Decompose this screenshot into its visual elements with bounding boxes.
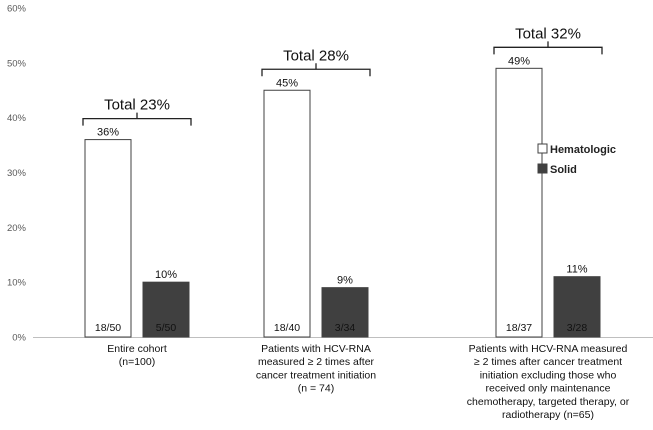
y-tick-label: 10%: [7, 278, 27, 289]
bar-solid: [142, 281, 190, 338]
x-category-label-line: (n = 74): [298, 383, 334, 395]
legend: Hematologic Solid: [537, 143, 616, 176]
y-tick-label: 20%: [7, 223, 27, 234]
bar-count-label: 3/28: [567, 322, 588, 334]
x-category-label-line: chemotherapy, targeted therapy, or: [467, 396, 630, 408]
y-tick-label: 50%: [7, 58, 27, 69]
x-category-label-line: measured ≥ 2 times after: [258, 356, 375, 368]
total-label: Total 28%: [283, 47, 349, 64]
bar-count-label: 5/50: [156, 322, 177, 334]
x-category-label-line: received only maintenance: [486, 383, 611, 395]
legend-label-solid: Solid: [550, 164, 577, 176]
bar-solid: [553, 276, 601, 338]
bar-count-label: 18/40: [274, 322, 300, 334]
x-category-label-line: ≥ 2 times after cancer treatment: [474, 356, 622, 368]
total-bracket: [82, 112, 192, 126]
y-tick-label: 60%: [7, 4, 27, 15]
x-category-label-line: (n=100): [119, 356, 155, 368]
data-label: 9%: [337, 275, 353, 287]
data-label: 36%: [97, 127, 119, 139]
x-category-label-line: Entire cohort: [107, 343, 167, 355]
bar-solid: [321, 287, 369, 338]
bar-count-label: 18/37: [506, 322, 532, 334]
data-label: 10%: [155, 269, 177, 281]
total-label: Total 23%: [104, 97, 170, 114]
x-category-label: Entire cohort (n=100): [107, 343, 167, 368]
x-category-label: Patients with HCV-RNA measured ≥ 2 times …: [256, 343, 376, 395]
data-label: 45%: [276, 77, 298, 89]
legend-swatch-hematologic: [537, 143, 548, 154]
data-label: 11%: [566, 264, 587, 276]
labels-layer: 36% 18/50 10% 5/50 Total 23% Entire cohort (n=…: [82, 25, 630, 421]
total-bracket: [493, 41, 603, 55]
y-tick-label: 0%: [12, 333, 26, 344]
y-tick-label: 40%: [7, 113, 27, 124]
bar-count-label: 3/34: [335, 322, 356, 334]
x-category-label: Patients with HCV-RNA measured ≥ 2 times …: [467, 343, 630, 421]
bars-layer: [84, 67, 601, 338]
x-category-label-line: Patients with HCV-RNA: [261, 343, 371, 355]
total-bracket: [261, 63, 371, 77]
bar-count-label: 18/50: [95, 322, 121, 334]
x-category-label-line: radiotherapy (n=65): [502, 409, 594, 421]
axis-layer: 0% 10% 20% 30% 40% 50% 60%: [7, 4, 653, 344]
x-category-label-line: initiation excluding those who: [480, 369, 617, 381]
legend-label-hematologic: Hematologic: [550, 144, 616, 156]
y-tick-label: 30%: [7, 168, 27, 179]
data-label: 49%: [508, 55, 530, 67]
bar-hematologic: [495, 67, 543, 338]
bar-hematologic: [84, 139, 132, 338]
legend-swatch-solid: [537, 163, 548, 174]
bar-hematologic: [263, 89, 311, 338]
x-category-label-line: cancer treatment initiation: [256, 369, 376, 381]
total-label: Total 32%: [515, 25, 581, 42]
x-category-label-line: Patients with HCV-RNA measured: [469, 343, 628, 355]
